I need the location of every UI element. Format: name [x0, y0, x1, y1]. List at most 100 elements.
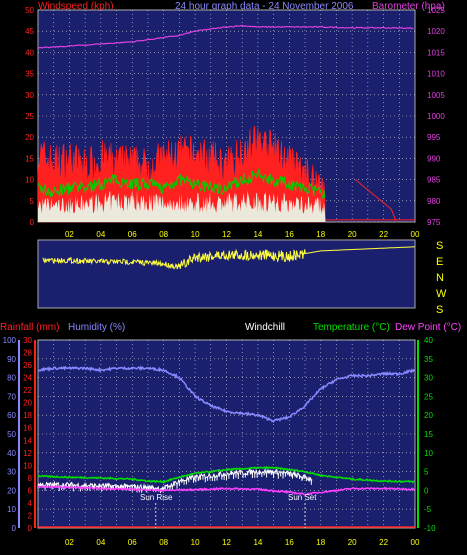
- windspeed-late-spike: [354, 179, 397, 223]
- rainfall-y-tick-label: 22: [23, 386, 32, 395]
- temperature-line: [37, 465, 415, 484]
- wind-direction-line: [42, 246, 415, 270]
- rainfall-y-tick-label: 4: [28, 499, 33, 508]
- wind-x-tick-label: 04: [96, 230, 105, 239]
- humidity-y-tick-label: 40: [7, 449, 16, 458]
- temperature-y-tick-label: 35: [424, 355, 433, 364]
- windspeed-y-tick-label: 50: [25, 6, 34, 15]
- humidity-y-tick-label: 70: [7, 392, 16, 401]
- temp-x-tick-label: 00: [411, 538, 420, 547]
- rainfall-y-tick-label: 6: [28, 486, 33, 495]
- temperature-axis-title: Temperature (°C): [313, 322, 390, 333]
- windspeed-y-tick-label: 20: [25, 133, 34, 142]
- barometer-y-tick-label: 990: [427, 154, 441, 163]
- wind-x-tick-label: 02: [65, 230, 74, 239]
- wind-x-tick-label: 16: [285, 230, 294, 239]
- sunrise-label: Sun Rise: [140, 493, 173, 502]
- compass-label-e: E: [436, 256, 443, 268]
- temperature-y-tick-label: 20: [424, 411, 433, 420]
- humidity-y-tick-label: 90: [7, 355, 16, 364]
- barometer-axis-title: Barometer (hpa): [372, 1, 445, 12]
- sunset-label: Sun Set: [288, 493, 317, 502]
- rainfall-y-tick-label: 26: [23, 361, 32, 370]
- wind-x-tick-label: 00: [411, 230, 420, 239]
- wind-x-tick-label: 20: [348, 230, 357, 239]
- temp-x-tick-label: 02: [65, 538, 74, 547]
- windspeed-y-tick-label: 30: [25, 91, 34, 100]
- temp-x-tick-label: 10: [191, 538, 200, 547]
- humidity-axis-title: Humidity (%): [68, 322, 125, 333]
- graph-title: 24 hour graph data - 24 November 2006: [175, 1, 354, 12]
- wind-direction-panel: [37, 239, 416, 309]
- dew-point-axis-title: Dew Point (°C): [395, 322, 461, 333]
- windchill-line: [37, 468, 313, 493]
- windspeed-y-tick-label: 0: [30, 218, 35, 227]
- windspeed-y-tick-label: 5: [30, 197, 35, 206]
- rainfall-y-tick-label: 10: [23, 461, 32, 470]
- windspeed-y-tick-label: 40: [25, 48, 34, 57]
- barometer-y-tick-label: 975: [427, 218, 441, 227]
- windspeed-y-tick-label: 10: [25, 176, 34, 185]
- barometer-y-tick-label: 980: [427, 197, 441, 206]
- barometer-y-tick-label: 985: [427, 176, 441, 185]
- temperature-y-tick-label: 10: [424, 449, 433, 458]
- windchill-legend: Windchill: [245, 322, 285, 333]
- rainfall-axis-title: Rainfall (mm): [0, 322, 59, 333]
- rainfall-y-tick-label: 28: [23, 349, 32, 358]
- direction-plot-area: [37, 239, 416, 309]
- temperature-y-tick-label: 25: [424, 392, 433, 401]
- temp-x-tick-label: 16: [285, 538, 294, 547]
- humidity-line: [37, 365, 415, 424]
- barometer-y-tick-label: 1020: [427, 27, 445, 36]
- temperature-y-tick-label: 5: [424, 468, 429, 477]
- temp-x-tick-label: 14: [253, 538, 262, 547]
- wind-speed-area: [38, 190, 326, 222]
- humidity-y-tick-label: 0: [12, 524, 17, 533]
- compass-label-w: W: [436, 288, 447, 300]
- humidity-y-tick-label: 10: [7, 505, 16, 514]
- temp-x-tick-label: 08: [159, 538, 168, 547]
- barometer-y-tick-label: 995: [427, 133, 441, 142]
- windspeed-y-tick-label: 15: [25, 154, 34, 163]
- humidity-y-tick-label: 60: [7, 411, 16, 420]
- wind-x-tick-label: 22: [379, 230, 388, 239]
- rainfall-y-tick-label: 0: [28, 524, 33, 533]
- temperature-y-tick-label: -5: [424, 505, 432, 514]
- temperature-y-tick-label: -10: [424, 524, 436, 533]
- barometer-y-tick-label: 1000: [427, 112, 445, 121]
- temperature-y-tick-label: 40: [424, 336, 433, 345]
- rainfall-y-tick-label: 18: [23, 411, 32, 420]
- temperature-y-tick-label: 15: [424, 430, 433, 439]
- compass-label-s-bottom: S: [436, 304, 443, 316]
- humidity-y-tick-label: 50: [7, 430, 16, 439]
- temp-x-tick-label: 22: [379, 538, 388, 547]
- rainfall-y-tick-label: 24: [23, 374, 32, 383]
- temp-x-tick-label: 04: [96, 538, 105, 547]
- rainfall-y-tick-label: 14: [23, 436, 32, 445]
- wind-x-tick-label: 12: [222, 230, 231, 239]
- rainfall-y-tick-label: 12: [23, 449, 32, 458]
- barometer-y-tick-label: 1015: [427, 48, 445, 57]
- temperature-y-tick-label: 0: [424, 486, 429, 495]
- temp-x-tick-label: 06: [128, 538, 137, 547]
- wind-x-tick-label: 18: [316, 230, 325, 239]
- barometer-y-tick-label: 1010: [427, 70, 445, 79]
- barometer-y-tick-label: 1005: [427, 91, 445, 100]
- temp-x-tick-label: 20: [348, 538, 357, 547]
- rainfall-y-tick-label: 20: [23, 399, 32, 408]
- rainfall-y-tick-label: 30: [23, 336, 32, 345]
- wind-x-tick-label: 06: [128, 230, 137, 239]
- temperature-y-tick-label: 30: [424, 374, 433, 383]
- compass-label-n: N: [436, 272, 444, 284]
- barometer-line: [37, 24, 414, 50]
- barometer-y-tick-label: 1025: [427, 6, 445, 15]
- wind-average-line: [37, 167, 326, 199]
- wind-x-tick-label: 14: [253, 230, 262, 239]
- windspeed-y-tick-label: 25: [25, 112, 34, 121]
- temp-x-tick-label: 18: [316, 538, 325, 547]
- humidity-y-tick-label: 30: [7, 468, 16, 477]
- compass-label-s-top: S: [436, 240, 443, 252]
- dew-point-line: [37, 485, 415, 496]
